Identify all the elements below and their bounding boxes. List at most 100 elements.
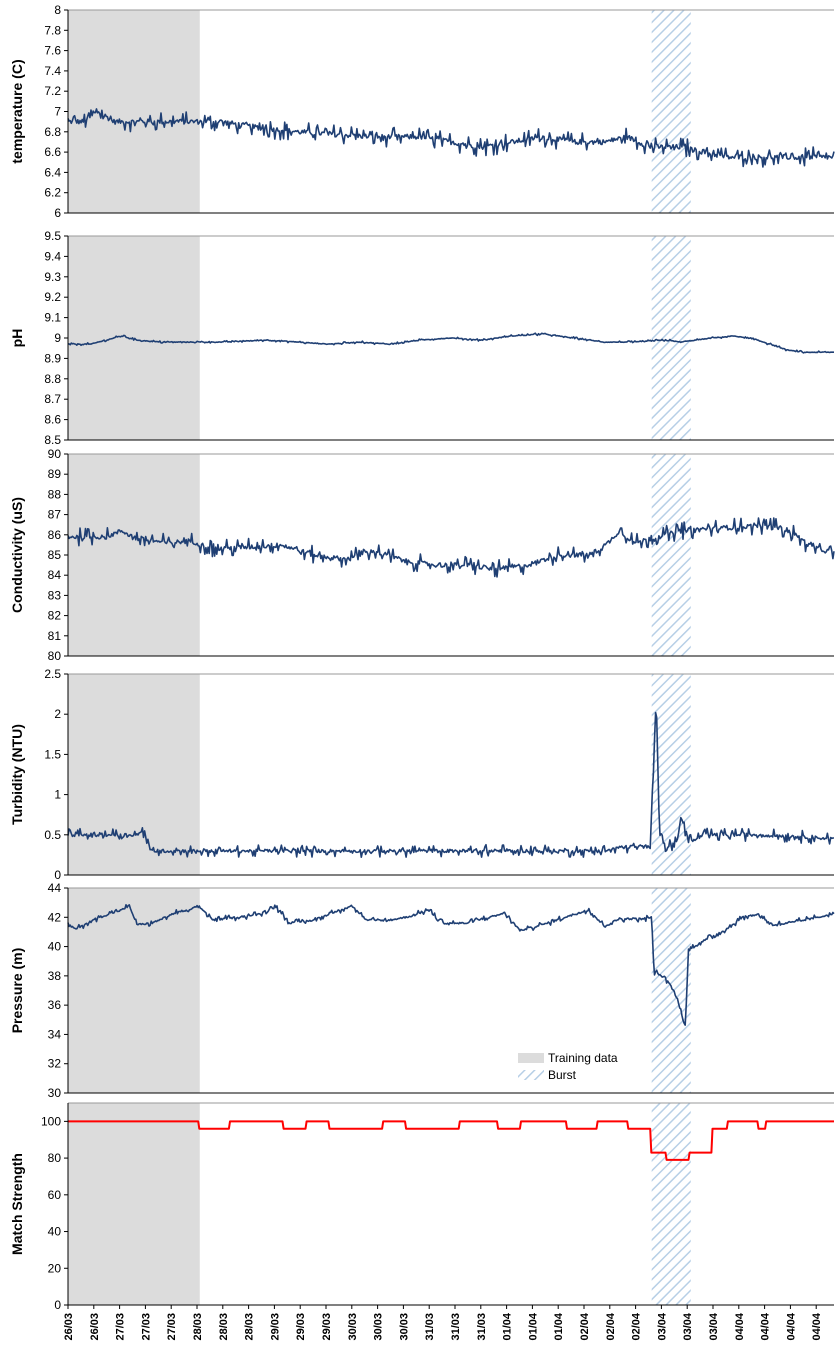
x-tick-label: 03/04 — [656, 1312, 668, 1340]
y-tick-label: 80 — [48, 649, 62, 663]
y-tick-label: 34 — [48, 1027, 62, 1041]
x-tick-label: 28/03 — [218, 1313, 230, 1341]
y-tick-label: 6 — [54, 206, 61, 220]
y-tick-label: 8.6 — [44, 413, 61, 427]
chart-panel-4: 0 0.5 1 1.5 2 2.5 Turbidity (NTU) — [9, 667, 834, 882]
x-tick-label: 02/04 — [605, 1312, 617, 1340]
legend-swatch-burst — [518, 1070, 544, 1080]
series-line-2 — [68, 332, 834, 354]
x-tick-label: 04/04 — [785, 1312, 797, 1340]
y-tick-label: 9.3 — [44, 270, 61, 284]
y-axis-label: temperature (C) — [9, 59, 25, 163]
series-line-5 — [67, 903, 835, 1026]
training-region — [68, 674, 200, 875]
y-tick-label: 86 — [48, 528, 62, 542]
training-region — [68, 10, 200, 213]
y-tick-label: 1.5 — [44, 747, 61, 761]
training-region — [68, 454, 200, 656]
chart-panel-2: 8.5 8.6 8.7 8.8 8.9 9 9.1 9.2 9.3 9.4 9.5 pH — [9, 229, 834, 447]
chart-panel-5: 30 32 34 36 38 40 42 44 Pressure (m) — [9, 881, 835, 1100]
y-tick-label: 90 — [48, 447, 62, 461]
x-tick-label: 04/04 — [760, 1312, 772, 1340]
x-tick-label: 30/03 — [373, 1313, 385, 1341]
y-tick-label: 7.2 — [44, 84, 61, 98]
y-tick-label: 36 — [48, 998, 62, 1012]
y-tick-label: 0 — [54, 1298, 61, 1312]
y-tick-label: 6.8 — [44, 125, 61, 139]
burst-region — [651, 236, 691, 440]
x-tick-label: 27/03 — [115, 1313, 127, 1341]
y-tick-label: 8.9 — [44, 351, 61, 365]
series-line-3 — [67, 517, 835, 578]
y-tick-label: 44 — [48, 881, 62, 895]
y-tick-label: 9.5 — [44, 229, 61, 243]
y-tick-label: 8.5 — [44, 433, 61, 447]
y-tick-label: 42 — [48, 910, 62, 924]
x-tick-label: 28/03 — [244, 1313, 256, 1341]
y-tick-label: 0 — [54, 868, 61, 882]
chart-legend: Training data Burst — [518, 1051, 618, 1082]
x-tick-label: 31/03 — [476, 1313, 488, 1341]
y-tick-label: 40 — [48, 1225, 62, 1239]
y-axis-label: Conductivity (uS) — [9, 497, 25, 613]
x-tick-label: 27/03 — [166, 1313, 178, 1341]
y-tick-label: 9.2 — [44, 290, 61, 304]
x-tick-label: 26/03 — [63, 1313, 75, 1341]
y-tick-label: 30 — [48, 1086, 62, 1100]
x-tick-label: 01/04 — [527, 1312, 539, 1340]
x-tick-label: 26/03 — [89, 1313, 101, 1341]
burst-region — [651, 888, 691, 1093]
y-tick-label: 2 — [54, 707, 61, 721]
series-line-6 — [68, 1120, 834, 1161]
x-tick-label: 03/04 — [708, 1312, 720, 1340]
x-tick-label: 29/03 — [269, 1313, 281, 1341]
y-tick-label: 87 — [48, 508, 62, 522]
burst-region — [651, 1103, 691, 1305]
y-tick-label: 88 — [48, 487, 62, 501]
y-tick-label: 82 — [48, 609, 62, 623]
y-tick-label: 9.1 — [44, 311, 61, 325]
x-tick-label: 04/04 — [811, 1312, 823, 1340]
x-tick-label: 29/03 — [295, 1313, 307, 1341]
series-line-1 — [67, 108, 835, 168]
x-tick-label: 02/04 — [579, 1312, 591, 1340]
y-tick-label: 9.4 — [44, 249, 61, 263]
x-tick-label: 02/04 — [631, 1312, 643, 1340]
y-tick-label: 0.5 — [44, 828, 61, 842]
x-tick-label: 01/04 — [502, 1312, 514, 1340]
y-tick-label: 7 — [54, 105, 61, 119]
x-tick-label: 28/03 — [192, 1313, 204, 1341]
legend-label-burst: Burst — [548, 1068, 577, 1082]
y-tick-label: 1 — [54, 788, 61, 802]
training-region — [68, 236, 200, 440]
y-axis-label: Pressure (m) — [9, 948, 25, 1034]
y-tick-label: 20 — [48, 1261, 62, 1275]
y-tick-label: 83 — [48, 588, 62, 602]
y-tick-label: 6.4 — [44, 165, 61, 179]
y-axis-label: Match Strength — [9, 1153, 25, 1255]
y-tick-label: 80 — [48, 1151, 62, 1165]
x-tick-label: 30/03 — [398, 1313, 410, 1341]
y-tick-label: 6.6 — [44, 145, 61, 159]
x-tick-label: 04/04 — [734, 1312, 746, 1340]
y-tick-label: 81 — [48, 629, 62, 643]
training-region — [68, 1103, 200, 1305]
y-tick-label: 2.5 — [44, 667, 61, 681]
x-tick-label: 31/03 — [450, 1313, 462, 1341]
y-tick-label: 60 — [48, 1188, 62, 1202]
y-tick-label: 100 — [41, 1114, 61, 1128]
y-tick-label: 8.7 — [44, 392, 61, 406]
chart-panel-3: 80 81 82 83 84 85 86 87 88 89 90 Conductivity (uS) — [9, 447, 835, 663]
burst-region — [651, 10, 691, 213]
y-axis-label: Turbidity (NTU) — [9, 724, 25, 825]
y-tick-label: 84 — [48, 568, 62, 582]
burst-region — [651, 454, 691, 656]
x-tick-label: 01/04 — [553, 1312, 565, 1340]
y-tick-label: 8 — [54, 3, 61, 17]
x-tick-label: 03/04 — [682, 1312, 694, 1340]
y-axis-label: pH — [9, 329, 25, 348]
y-tick-label: 7.6 — [44, 44, 61, 58]
x-tick-label: 31/03 — [424, 1313, 436, 1341]
chart-panel-1: 6 6.2 6.4 6.6 6.8 7 7.2 7.4 7.6 7.8 8 temperature (… — [9, 3, 835, 220]
